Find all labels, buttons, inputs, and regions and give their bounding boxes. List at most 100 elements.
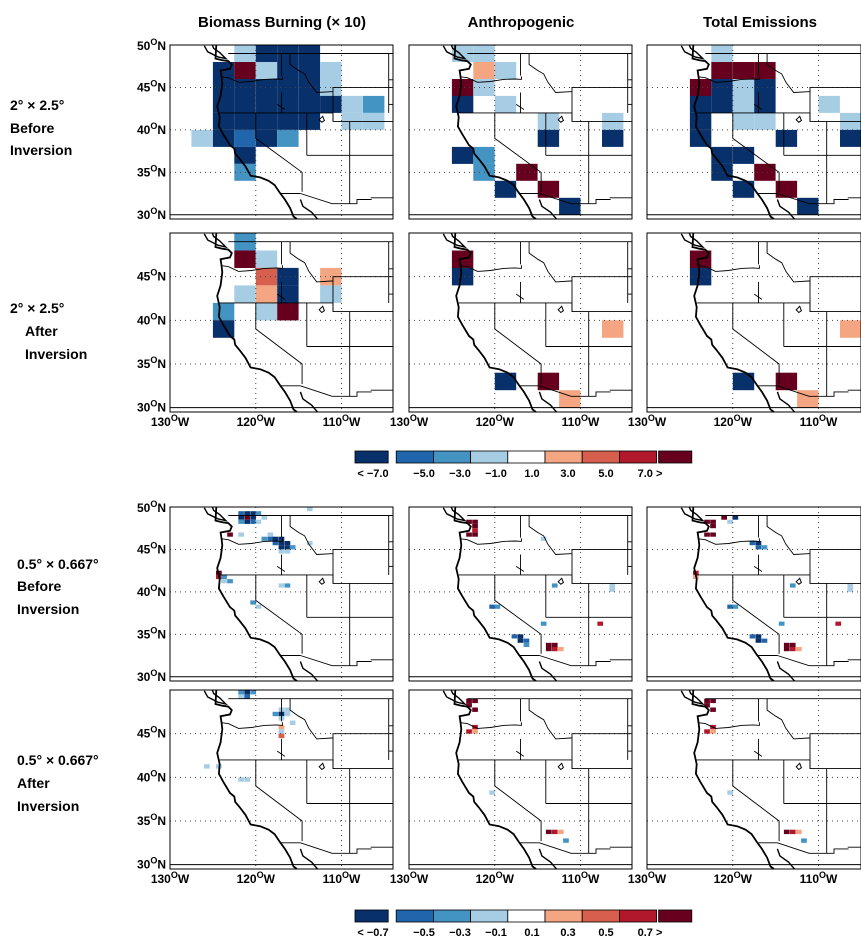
grid-cell: [704, 519, 710, 524]
map-panel: [646, 44, 861, 220]
grid-cell: [775, 372, 798, 391]
tick-label: 50ON: [137, 37, 166, 53]
grid-cell: [727, 519, 733, 524]
grid-cell: [227, 579, 233, 584]
colorbar-swatch: [619, 450, 658, 464]
grid-cell: [278, 724, 285, 730]
grid-cell: [558, 647, 564, 652]
coastline: [299, 391, 319, 412]
tick-label: 110OW: [800, 413, 838, 429]
map-panel: [408, 689, 633, 870]
panel-frame: [169, 44, 394, 220]
grid-cell: [298, 112, 321, 130]
state-border: [528, 241, 572, 283]
map-panels: [169, 44, 861, 870]
grid-cell: [244, 777, 250, 782]
state-border: [494, 112, 542, 192]
state-border: [539, 385, 611, 397]
grid-cell: [732, 62, 755, 79]
coastline: [691, 690, 775, 869]
grid-cell: [783, 642, 790, 647]
grid-cell: [537, 112, 560, 130]
tick-label: 35ON: [137, 812, 166, 828]
grid-cell: [298, 95, 321, 113]
grid-cell: [609, 587, 616, 592]
grid-cell: [191, 129, 213, 147]
grid-cell: [234, 129, 256, 147]
colorbar-tick-label: 0.5: [598, 927, 613, 939]
colorbar: < −7.0 −5.0 −3.0 −1.0 1.0 3.0 5.0 7.0 >: [354, 450, 693, 480]
grid-cell: [278, 536, 285, 541]
grid-cell: [466, 519, 472, 524]
grid-cell: [473, 62, 495, 79]
panel-frame: [408, 506, 633, 682]
grid-cell: [284, 541, 291, 546]
grid-cell: [289, 545, 296, 550]
lake-outline: [795, 577, 803, 585]
grid-cell: [551, 642, 558, 647]
svg-text:After: After: [17, 775, 50, 791]
lake-outline: [557, 762, 565, 771]
colorbar-swatch: [581, 909, 620, 923]
island-outline: [680, 45, 706, 60]
grid-cell: [711, 95, 733, 113]
coastline: [776, 199, 796, 219]
tick-label: 130OW: [151, 870, 190, 886]
island-outline: [203, 507, 229, 522]
grid-cell: [689, 267, 712, 286]
svg-text:0.5° × 0.667°: 0.5° × 0.667°: [17, 752, 99, 768]
colorbar-swatch: [507, 450, 546, 464]
grid-cell: [238, 777, 244, 782]
state-border: [698, 538, 760, 545]
lake-outline: [557, 115, 565, 123]
tick-label: 45ON: [137, 268, 166, 284]
state-border: [515, 566, 525, 572]
state-border: [494, 302, 542, 385]
state-border: [276, 104, 286, 110]
column-title-biomass: Biomass Burning (× 10): [198, 14, 366, 31]
grid-cell: [267, 536, 274, 541]
grid-cell: [754, 62, 776, 79]
coastline: [214, 507, 298, 681]
grid-cell: [761, 545, 768, 550]
grid-cell: [320, 62, 342, 79]
grid-cell: [227, 532, 233, 537]
state-border: [276, 750, 286, 757]
grid-cell: [732, 112, 755, 130]
row-label-fine-after: 0.5° × 0.667° After Inversion: [17, 752, 99, 814]
grid-cell: [602, 320, 624, 338]
grid-cell: [755, 541, 762, 546]
grid-cell: [212, 302, 235, 321]
grid-cell: [255, 511, 262, 516]
state-border: [539, 655, 611, 667]
grid-cell: [466, 532, 472, 537]
island-outline: [203, 45, 229, 60]
colorbar-swatch: [619, 909, 658, 923]
grid-cell: [250, 600, 256, 605]
panel-frame: [646, 689, 861, 870]
grid-cell: [704, 532, 710, 537]
grid-cell: [272, 541, 279, 546]
panel-frame: [646, 232, 861, 413]
tick-label: 30ON: [137, 856, 166, 872]
grid-cell: [234, 62, 256, 79]
grid-cell: [749, 541, 756, 546]
grid-cell: [783, 647, 790, 652]
grid-cell: [278, 545, 285, 550]
grid-cell: [710, 729, 716, 734]
colorbar-swatch: [658, 909, 693, 923]
grid-cell: [749, 634, 756, 639]
grid-cell: [250, 515, 256, 520]
coastline: [214, 690, 298, 869]
grid-cell: [255, 285, 278, 303]
lake-outline: [318, 762, 326, 771]
grid-cell: [494, 95, 517, 113]
state-border: [276, 293, 286, 300]
panel-background: [647, 690, 861, 869]
grid-cell: [721, 515, 727, 520]
grid-cell: [284, 549, 291, 554]
colorbar-tick-label: 3.0: [560, 468, 575, 480]
state-border: [255, 759, 303, 842]
tick-label: 40ON: [137, 768, 166, 784]
grid-cell: [466, 698, 472, 704]
